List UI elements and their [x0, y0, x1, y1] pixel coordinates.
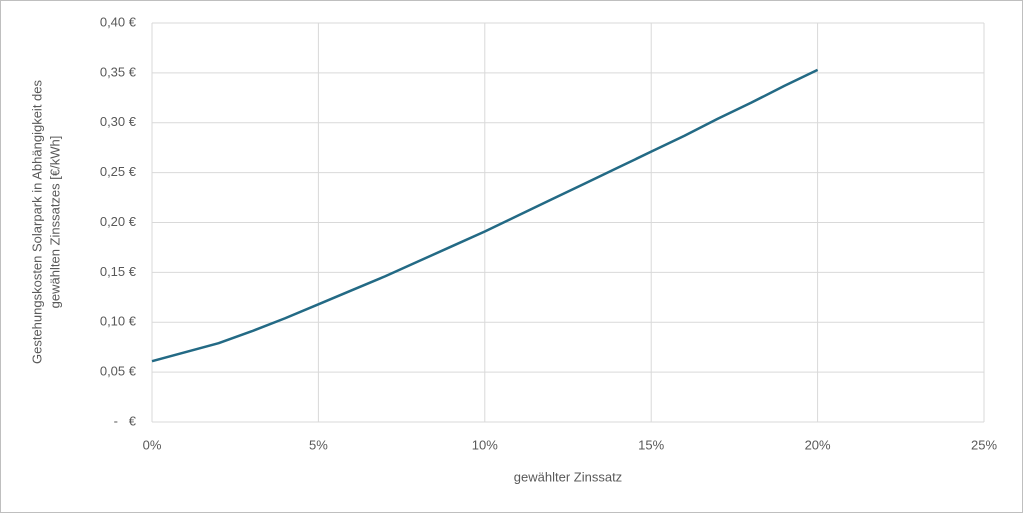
- x-tick-label: 5%: [309, 437, 328, 452]
- y-axis-title-line: Gestehungskosten Solarpark in Abhängigke…: [29, 79, 44, 364]
- y-tick-label: 0,30 €: [100, 114, 137, 129]
- y-axis-title-line: gewählten Zinssatzes [€/kWh]: [47, 136, 62, 309]
- y-tick-label: 0,15 €: [100, 264, 137, 279]
- data-line: [151, 68, 819, 363]
- y-tick-label: - €: [114, 413, 137, 428]
- x-tick-label: 15%: [638, 437, 664, 452]
- y-tick-label: 0,05 €: [100, 364, 137, 379]
- x-tick-label: 0%: [143, 437, 162, 452]
- y-axis-title: Gestehungskosten Solarpark in Abhängigke…: [29, 79, 62, 364]
- y-tick-label: 0,35 €: [100, 64, 137, 79]
- x-tick-label: 10%: [472, 437, 498, 452]
- x-tick-label: 25%: [971, 437, 997, 452]
- y-tick-label: 0,25 €: [100, 164, 137, 179]
- y-tick-label: 0,40 €: [100, 14, 137, 29]
- x-tick-label: 20%: [805, 437, 831, 452]
- y-tick-label: 0,20 €: [100, 214, 137, 229]
- y-tick-label: 0,10 €: [100, 314, 137, 329]
- x-axis-title: gewählter Zinssatz: [514, 469, 622, 484]
